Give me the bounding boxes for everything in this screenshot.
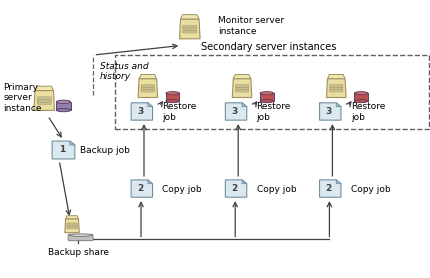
Text: Secondary server instances: Secondary server instances xyxy=(201,42,336,52)
FancyBboxPatch shape xyxy=(37,100,51,102)
Polygon shape xyxy=(166,93,179,101)
Polygon shape xyxy=(353,93,367,101)
Text: Backup share: Backup share xyxy=(48,248,109,257)
FancyBboxPatch shape xyxy=(329,90,342,92)
Polygon shape xyxy=(147,180,152,184)
Ellipse shape xyxy=(166,92,179,95)
FancyBboxPatch shape xyxy=(182,28,197,31)
FancyBboxPatch shape xyxy=(67,225,77,227)
FancyBboxPatch shape xyxy=(235,87,248,90)
Polygon shape xyxy=(225,103,246,120)
Polygon shape xyxy=(327,75,344,79)
Text: 2: 2 xyxy=(230,184,237,193)
Ellipse shape xyxy=(260,92,273,95)
Text: Monitor server
instance: Monitor server instance xyxy=(217,16,283,36)
Polygon shape xyxy=(70,141,75,145)
Polygon shape xyxy=(335,103,340,107)
Polygon shape xyxy=(56,102,71,110)
Polygon shape xyxy=(319,103,340,120)
Text: Restore
job: Restore job xyxy=(350,102,384,122)
FancyBboxPatch shape xyxy=(141,90,154,92)
FancyBboxPatch shape xyxy=(329,87,342,90)
Text: 3: 3 xyxy=(325,107,331,116)
Polygon shape xyxy=(34,91,54,110)
Polygon shape xyxy=(242,103,246,107)
Polygon shape xyxy=(319,180,340,197)
Ellipse shape xyxy=(56,108,71,112)
FancyBboxPatch shape xyxy=(182,25,197,28)
Polygon shape xyxy=(131,103,152,120)
FancyBboxPatch shape xyxy=(68,234,93,241)
FancyBboxPatch shape xyxy=(67,223,77,225)
Text: 1: 1 xyxy=(58,145,64,154)
FancyBboxPatch shape xyxy=(37,97,51,100)
Polygon shape xyxy=(242,180,246,184)
Text: 3: 3 xyxy=(137,107,143,116)
Ellipse shape xyxy=(353,92,367,95)
Polygon shape xyxy=(233,75,250,79)
Text: Copy job: Copy job xyxy=(350,185,390,193)
Polygon shape xyxy=(225,180,246,197)
Text: Copy job: Copy job xyxy=(256,185,295,193)
FancyBboxPatch shape xyxy=(141,85,154,87)
Polygon shape xyxy=(131,180,152,197)
Polygon shape xyxy=(35,86,53,91)
FancyBboxPatch shape xyxy=(235,90,248,92)
Text: Restore
job: Restore job xyxy=(162,102,197,122)
Text: 2: 2 xyxy=(137,184,143,193)
Polygon shape xyxy=(260,93,273,101)
Ellipse shape xyxy=(58,101,69,103)
Text: Backup job: Backup job xyxy=(80,145,129,155)
Ellipse shape xyxy=(260,100,273,103)
Text: Status and
history: Status and history xyxy=(100,62,148,81)
Text: Restore
job: Restore job xyxy=(256,102,290,122)
Polygon shape xyxy=(52,141,75,159)
Polygon shape xyxy=(138,79,157,98)
Polygon shape xyxy=(139,75,156,79)
Polygon shape xyxy=(180,15,199,19)
Ellipse shape xyxy=(69,234,92,237)
Polygon shape xyxy=(147,103,152,107)
Ellipse shape xyxy=(166,100,179,103)
Ellipse shape xyxy=(167,92,178,94)
Polygon shape xyxy=(64,219,79,233)
Text: 3: 3 xyxy=(230,107,237,116)
Ellipse shape xyxy=(353,100,367,103)
Bar xyxy=(115,55,428,129)
Polygon shape xyxy=(335,180,340,184)
FancyBboxPatch shape xyxy=(67,227,77,229)
Polygon shape xyxy=(65,216,78,219)
Text: Primary
server
instance: Primary server instance xyxy=(3,83,42,113)
Text: 2: 2 xyxy=(325,184,331,193)
FancyBboxPatch shape xyxy=(235,85,248,87)
Polygon shape xyxy=(179,19,200,39)
FancyBboxPatch shape xyxy=(37,102,51,105)
Ellipse shape xyxy=(56,100,71,103)
Ellipse shape xyxy=(261,92,272,94)
Polygon shape xyxy=(326,79,345,98)
Ellipse shape xyxy=(355,92,366,94)
FancyBboxPatch shape xyxy=(182,31,197,33)
Text: Copy job: Copy job xyxy=(162,185,202,193)
FancyBboxPatch shape xyxy=(329,85,342,87)
FancyBboxPatch shape xyxy=(141,87,154,90)
Polygon shape xyxy=(232,79,251,98)
